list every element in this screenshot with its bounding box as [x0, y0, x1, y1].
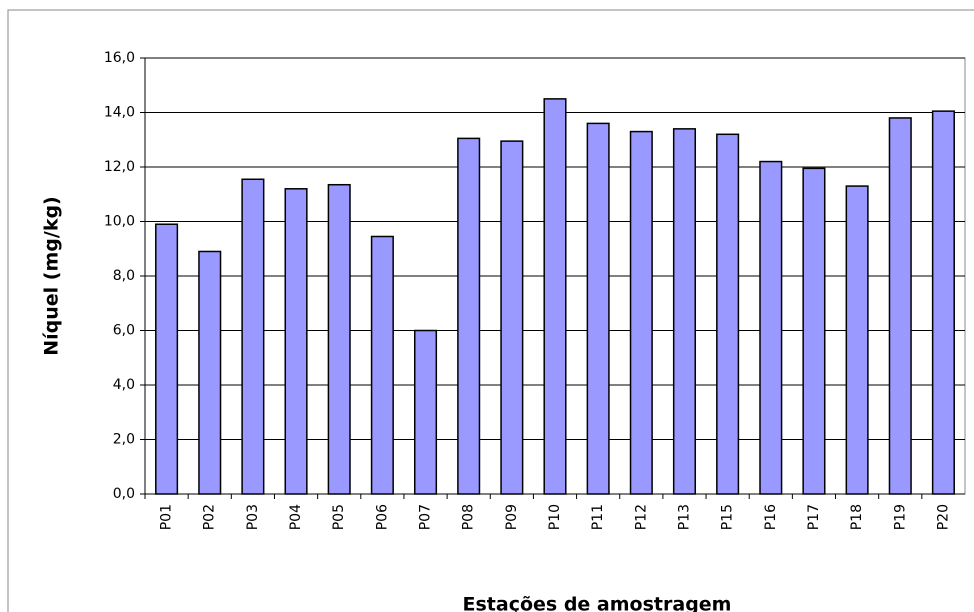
x-tick-label: P12: [633, 504, 649, 530]
x-axis-label: Estações de amostragem: [463, 594, 732, 612]
x-tick-label: P18: [849, 504, 865, 530]
y-tick-label: 12,0: [104, 159, 135, 175]
x-tick-label: P06: [374, 504, 390, 530]
bar: [241, 178, 265, 495]
y-tick-label: 6,0: [113, 323, 135, 339]
bar: [413, 329, 438, 495]
bar: [543, 98, 567, 495]
x-tick-label: P02: [202, 504, 218, 530]
bar: [716, 133, 740, 495]
x-tick-label: P16: [763, 504, 779, 530]
bar: [457, 137, 481, 495]
bar: [586, 122, 610, 495]
y-tick-label: 10,0: [104, 214, 135, 230]
bar: [759, 160, 783, 495]
bar: [198, 250, 222, 495]
x-tick-label: P15: [720, 504, 736, 530]
bar: [845, 185, 869, 495]
x-tick-label: P01: [159, 504, 175, 530]
bar: [672, 128, 697, 495]
x-tick-label: P20: [935, 504, 951, 530]
y-tick-label: 4,0: [113, 377, 135, 393]
x-tick-label: P03: [245, 504, 261, 530]
x-tick-label: P04: [288, 504, 304, 530]
x-tick-label: P07: [418, 504, 434, 530]
bar: [500, 140, 524, 495]
bar: [629, 130, 653, 495]
x-tick-label: P13: [676, 504, 692, 530]
x-tick-label: P08: [461, 504, 477, 530]
x-tick-label: P09: [504, 504, 520, 530]
y-tick-label: 14,0: [104, 105, 135, 121]
y-tick-label: 0,0: [113, 486, 135, 502]
bar: [327, 183, 351, 495]
x-tick-label: P10: [547, 504, 563, 530]
y-axis-label: Níquel (mg/kg): [41, 196, 63, 356]
chart-frame: [7, 9, 974, 612]
x-tick-label: P19: [892, 504, 908, 530]
y-tick-label: 16,0: [104, 50, 135, 66]
y-tick-label: 8,0: [113, 268, 135, 284]
x-tick-label: P05: [331, 504, 347, 530]
bar: [370, 235, 394, 495]
bar: [284, 188, 308, 495]
bar: [888, 117, 912, 495]
bar: [155, 223, 179, 495]
x-tick-label: P17: [806, 504, 822, 530]
bar: [802, 167, 826, 495]
bar: [931, 110, 955, 495]
y-tick-label: 2,0: [113, 432, 135, 448]
x-tick-label: P11: [590, 504, 606, 530]
